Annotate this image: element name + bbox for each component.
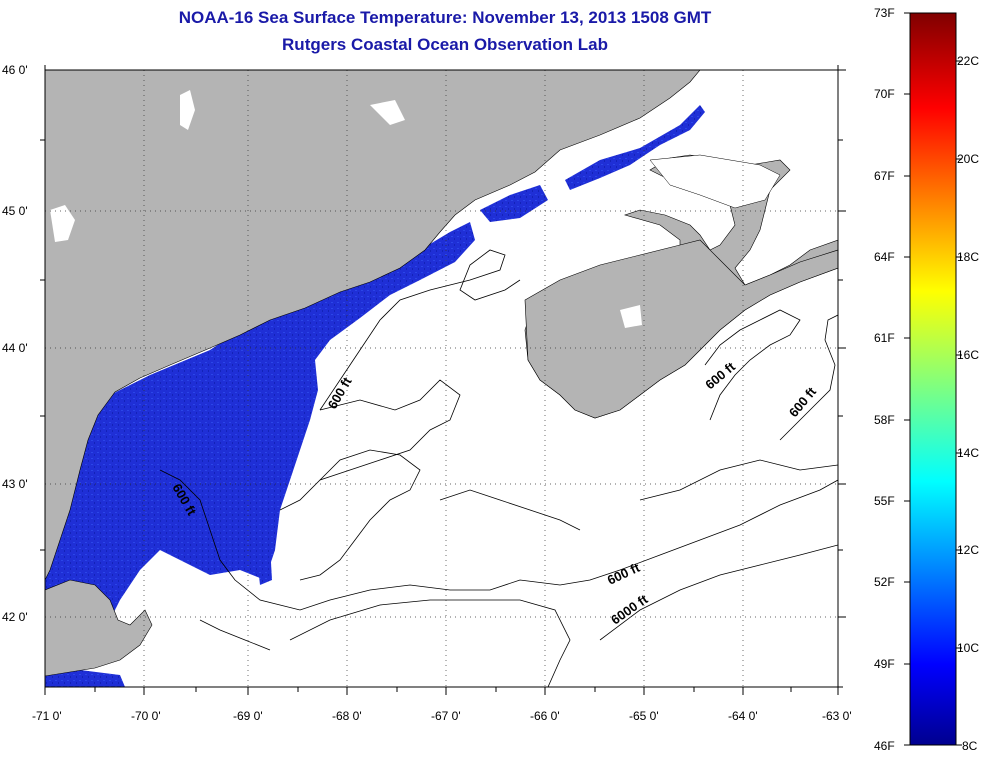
inland-lake: [50, 205, 75, 242]
lon-label: -65 0': [629, 709, 659, 723]
colorbar-gradient: [909, 12, 957, 746]
colorbar-c-label: 16C: [957, 348, 979, 362]
inland-lake: [760, 70, 830, 100]
colorbar-c-label: 20C: [957, 152, 979, 166]
lat-label: 46 0': [2, 63, 28, 77]
colorbar-c-label: 12C: [957, 543, 979, 557]
colorbar-f-label: 52F: [874, 575, 895, 589]
y-tick-labels: 46 0' 45 0' 44 0' 43 0' 42 0': [2, 63, 28, 624]
lon-label: -68 0': [332, 709, 362, 723]
map-title: NOAA-16 Sea Surface Temperature: Novembe…: [178, 8, 712, 27]
colorbar: 73F 70F 67F 64F 61F 58F 55F 52F 49F 46F …: [874, 6, 979, 753]
lon-label: -63 0': [822, 709, 852, 723]
map-frame: [44, 69, 839, 688]
map-subtitle: Rutgers Coastal Ocean Observation Lab: [282, 35, 608, 54]
lon-label: -64 0': [728, 709, 758, 723]
colorbar-c-label: 22C: [957, 54, 979, 68]
x-ticks: [40, 65, 846, 695]
lon-label: -71 0': [32, 709, 62, 723]
inland-lake: [180, 90, 195, 130]
colorbar-c-label: 18C: [957, 250, 979, 264]
bathymetry-contours: [159, 249, 838, 687]
colorbar-f-label: 58F: [874, 413, 895, 427]
lat-label: 45 0': [2, 204, 28, 218]
lat-label: 42 0': [2, 610, 28, 624]
colorbar-c-label: 8C: [962, 739, 978, 753]
graticule: [45, 70, 838, 687]
inland-lake: [370, 100, 405, 125]
lon-label: -66 0': [530, 709, 560, 723]
x-tick-labels: -71 0' -70 0' -69 0' -68 0' -67 0' -66 0…: [32, 709, 852, 723]
lat-label: 44 0': [2, 341, 28, 355]
colorbar-c-label: 14C: [957, 446, 979, 460]
bay-of-fundy-water: [649, 154, 781, 209]
lon-label: -69 0': [233, 709, 263, 723]
colorbar-f-label: 55F: [874, 494, 895, 508]
colorbar-f-label: 64F: [874, 250, 895, 264]
colorbar-f-label: 73F: [874, 6, 895, 20]
colorbar-f-label: 61F: [874, 331, 895, 345]
nova-scotia-land: [524, 239, 838, 419]
colorbar-f-label: 67F: [874, 169, 895, 183]
colorbar-f-label: 70F: [874, 87, 895, 101]
lon-label: -67 0': [431, 709, 461, 723]
inland-lake: [620, 305, 642, 328]
lat-label: 43 0': [2, 477, 28, 491]
lon-label: -70 0': [131, 709, 161, 723]
colorbar-f-label: 49F: [874, 657, 895, 671]
colorbar-c-label: 10C: [957, 641, 979, 655]
colorbar-f-label: 46F: [874, 739, 895, 753]
